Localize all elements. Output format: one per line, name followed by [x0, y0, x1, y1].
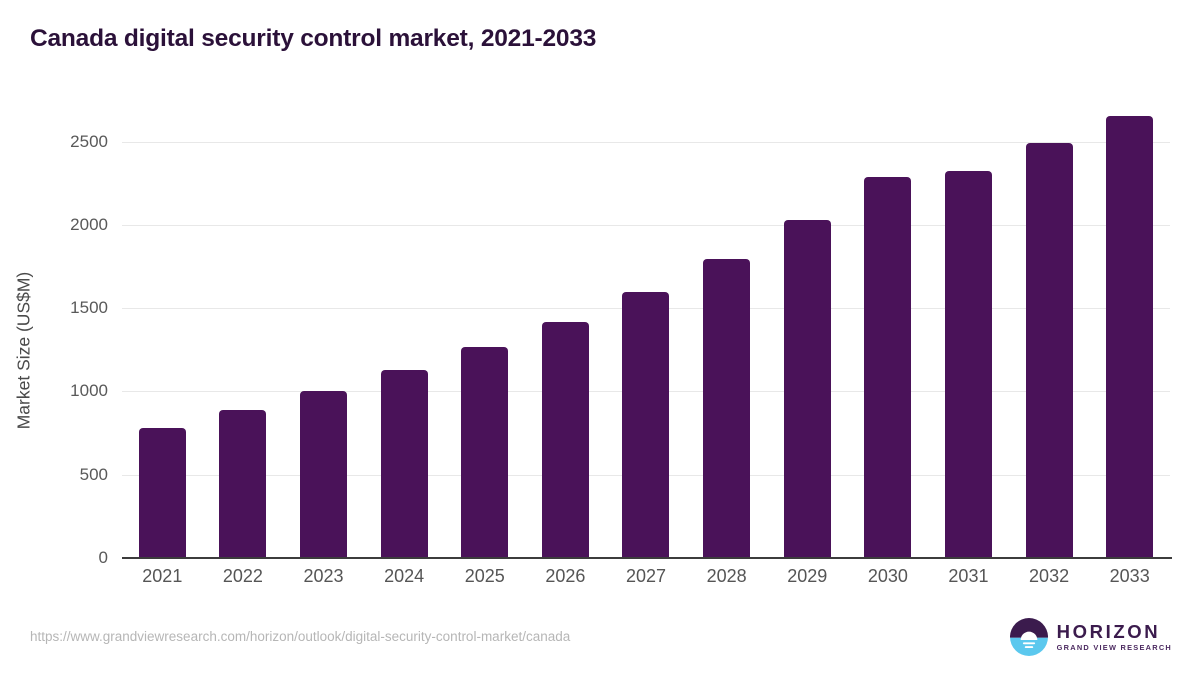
bar-group: [1089, 100, 1170, 558]
logo-wordmark: HORIZON: [1056, 620, 1161, 642]
bar-group: [767, 100, 848, 558]
logo-text: HORIZON GRAND VIEW RESEARCH: [1056, 620, 1172, 653]
x-tick-label: 2032: [1029, 566, 1070, 586]
bar[interactable]: [783, 219, 831, 558]
x-axis-line: [122, 557, 1172, 559]
bar-group: [928, 100, 1009, 558]
y-tick-label: 2500: [70, 131, 108, 151]
bar-group: [1009, 100, 1090, 558]
y-tick-label: 1500: [70, 298, 108, 318]
x-tick-label: 2025: [464, 566, 505, 586]
bar[interactable]: [944, 170, 992, 558]
bar[interactable]: [541, 321, 589, 558]
bar-group: [122, 100, 203, 558]
bar[interactable]: [380, 369, 428, 558]
y-tick-label: 1000: [70, 381, 108, 401]
x-tick-label: 2033: [1109, 566, 1150, 586]
bar[interactable]: [300, 390, 348, 558]
horizon-sunrise-circle-icon: [1009, 618, 1048, 656]
y-tick-label: 2000: [70, 214, 108, 234]
bar-group: [606, 100, 687, 558]
x-tick-label: 2023: [303, 566, 344, 586]
bar-group: [686, 100, 767, 558]
bar-group: [283, 100, 364, 558]
bar[interactable]: [622, 291, 670, 558]
bar[interactable]: [461, 346, 509, 558]
gridline: [122, 141, 1170, 143]
source-url[interactable]: https://www.grandviewresearch.com/horizo…: [30, 629, 571, 644]
y-tick-label: 500: [79, 464, 108, 484]
bar-group: [444, 100, 525, 558]
x-tick-label: 2028: [706, 566, 747, 586]
x-tick-label: 2027: [625, 566, 667, 586]
bar[interactable]: [1106, 115, 1154, 558]
x-tick-label: 2029: [787, 566, 828, 586]
x-tick-label: 2022: [222, 566, 263, 586]
bar[interactable]: [138, 428, 186, 558]
bar-group: [848, 100, 929, 558]
x-tick-label: 2030: [867, 566, 908, 586]
bar[interactable]: [864, 176, 912, 558]
bar[interactable]: [1025, 143, 1073, 558]
bar[interactable]: [703, 259, 751, 558]
y-axis-tick-labels: 0 500 1000 1500 2000 2500: [0, 0, 108, 675]
x-tick-label: 2031: [948, 566, 989, 586]
gridline: [122, 224, 1170, 226]
horizon-logo[interactable]: HORIZON GRAND VIEW RESEARCH: [1009, 616, 1172, 658]
page-title: Canada digital security control market, …: [30, 25, 597, 52]
bar-group: [525, 100, 606, 558]
bar-group: [364, 100, 445, 558]
y-tick-label: 0: [98, 548, 108, 567]
bar-group: [203, 100, 284, 558]
plot-area: [122, 100, 1170, 558]
x-tick-label: 2026: [545, 566, 586, 586]
logo-tagline: GRAND VIEW RESEARCH: [1056, 643, 1172, 653]
bar[interactable]: [219, 409, 267, 558]
x-tick-label: 2021: [142, 566, 183, 586]
x-tick-label: 2024: [384, 566, 425, 586]
